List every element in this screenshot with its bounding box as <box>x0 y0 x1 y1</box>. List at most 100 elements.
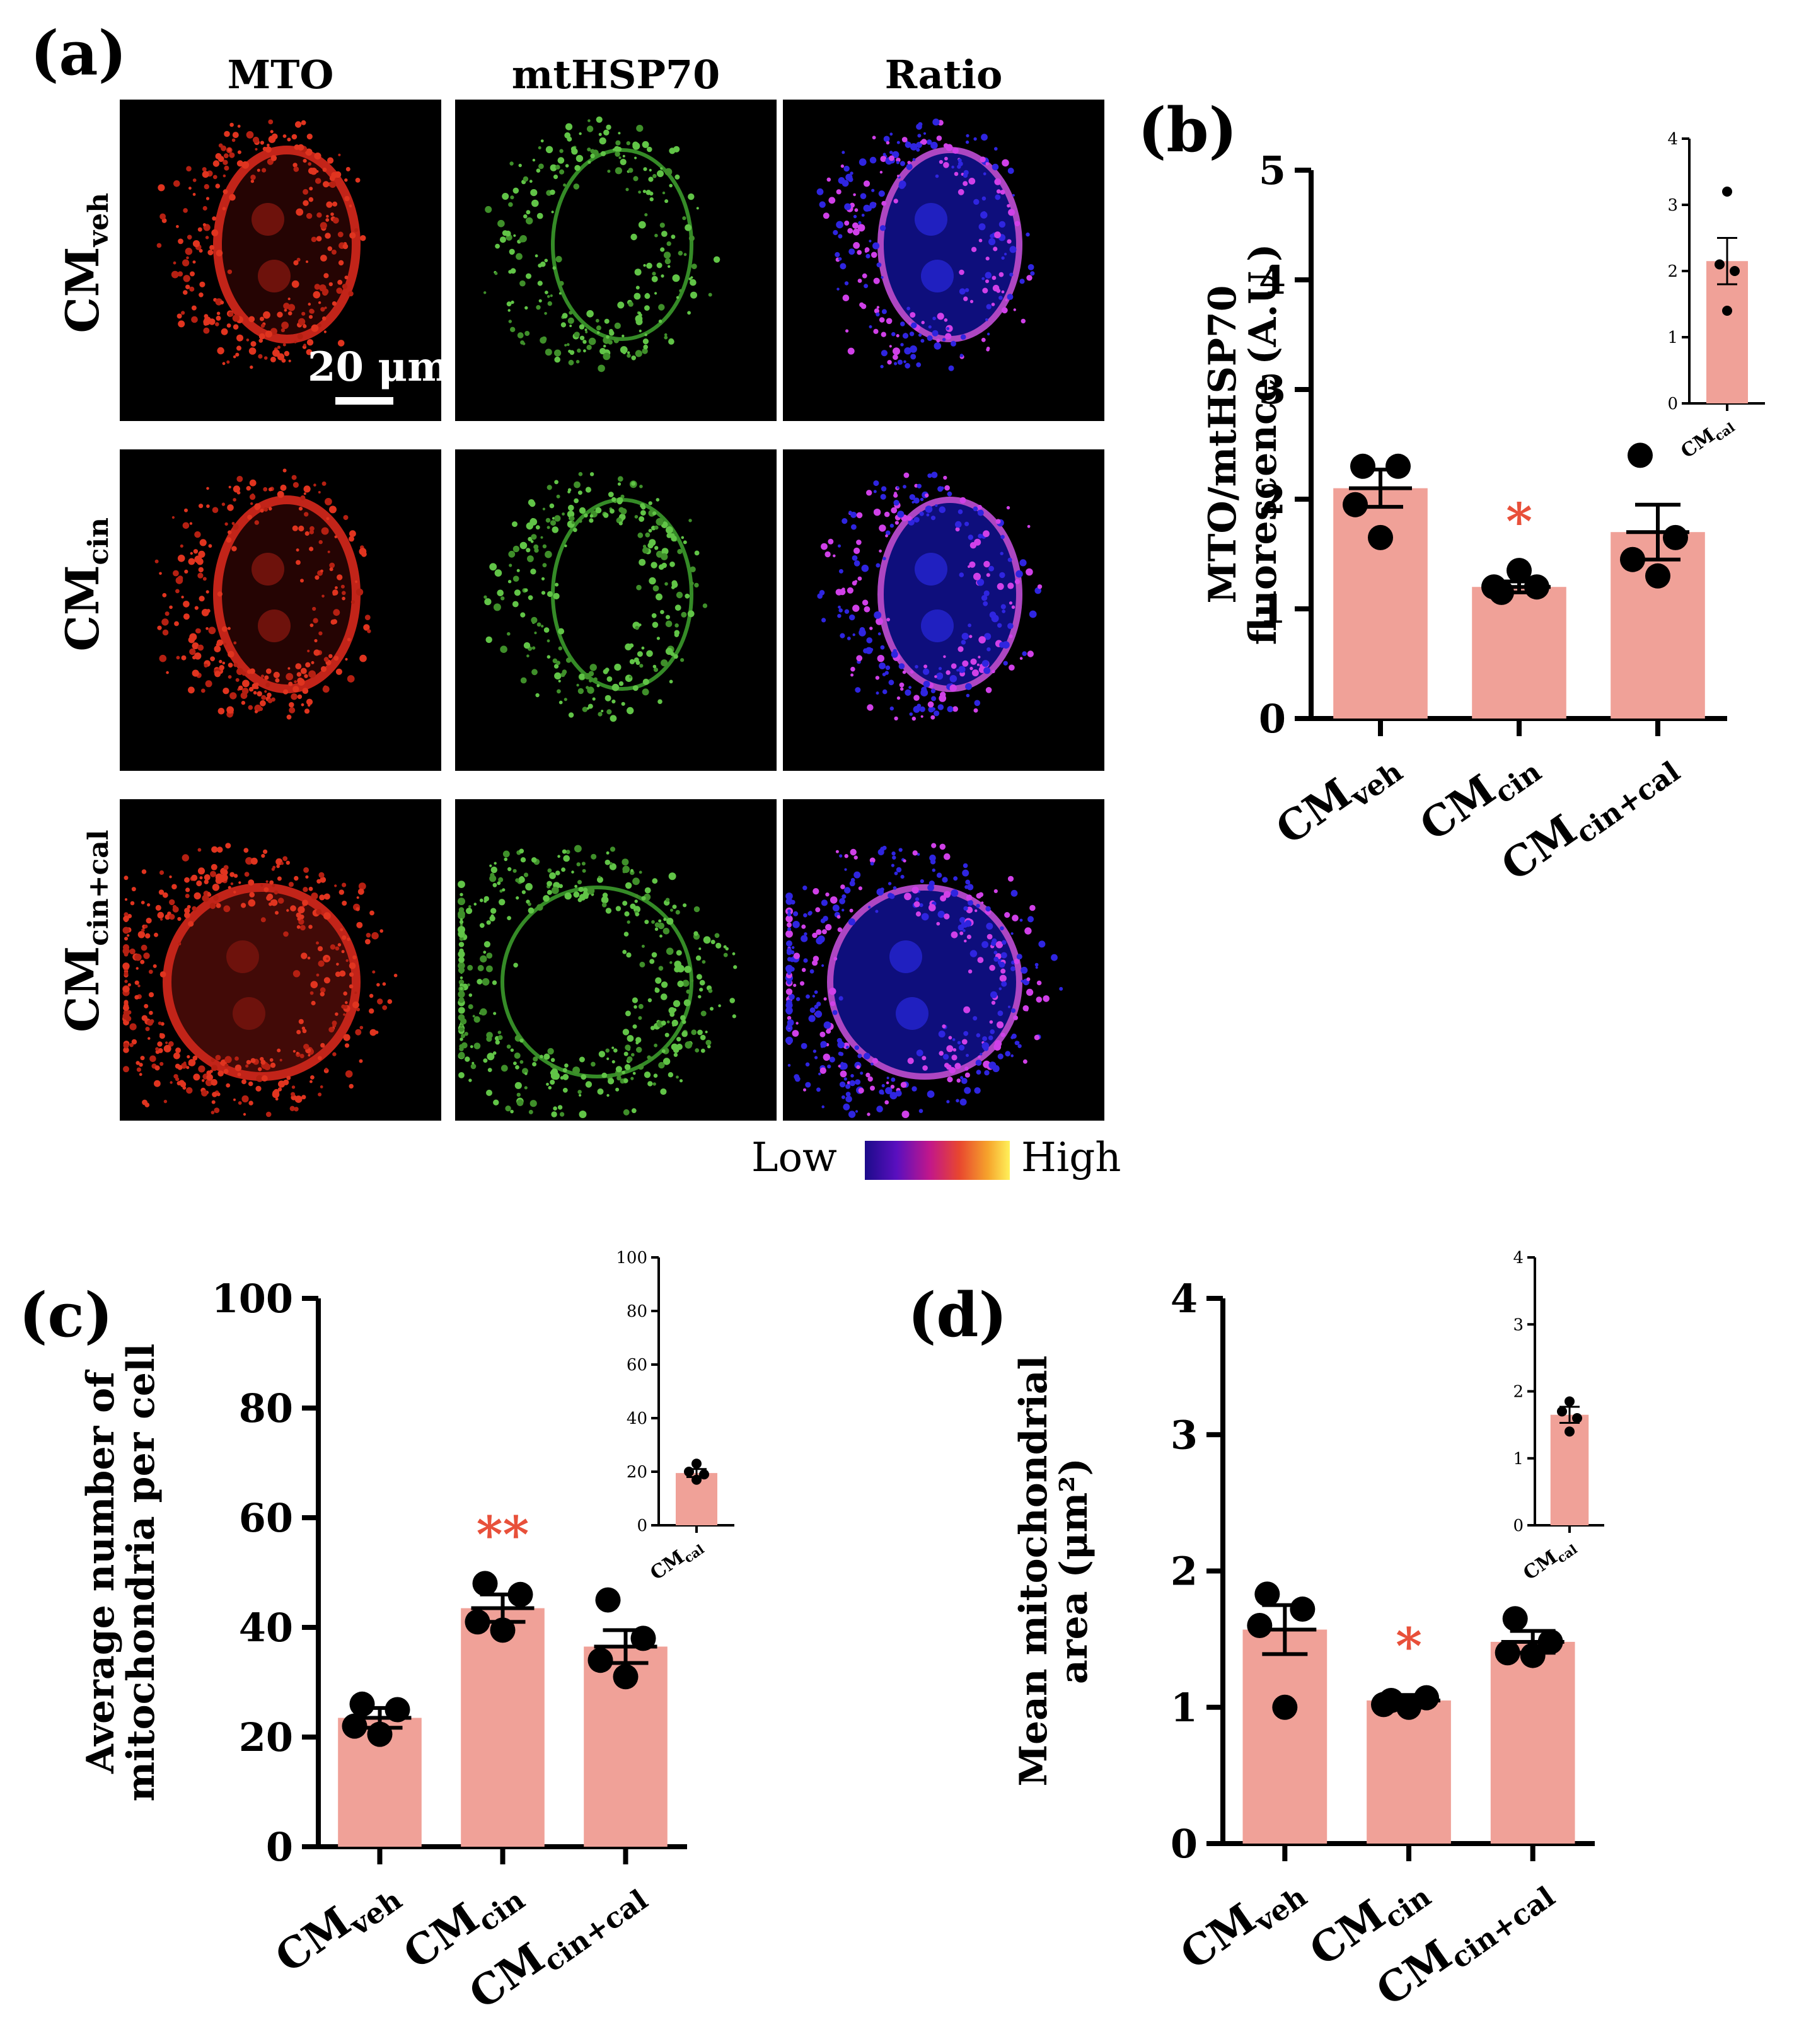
inset-x-tick-label: CMcal <box>1677 412 1737 465</box>
inset-x-tick-label: CMcal <box>1519 1534 1580 1587</box>
y-tick-label: 60 <box>239 1495 293 1541</box>
inset-y-tick-label: 20 <box>627 1463 647 1482</box>
data-point <box>1368 524 1393 550</box>
y-tick-label: 4 <box>1171 1276 1198 1322</box>
y-tick-label: 100 <box>212 1276 293 1322</box>
inset-chart: 0 1 2 3 4 CMcal <box>1513 1249 1604 1587</box>
row-label-cin-cal: CMcin+cal <box>55 829 115 1032</box>
data-point <box>1537 1629 1563 1654</box>
bar-2 <box>1367 1700 1451 1844</box>
x-tick-label-1: CMveh <box>1171 1862 1313 1984</box>
y-tick-label: 20 <box>239 1714 293 1760</box>
data-point <box>613 1664 639 1690</box>
data-point <box>490 1617 516 1643</box>
y-tick-label: 40 <box>239 1605 293 1651</box>
panel-c-letter: (c) <box>19 1279 113 1351</box>
data-point <box>1290 1597 1316 1622</box>
data-point <box>367 1721 393 1747</box>
colorbar-low-label: Low <box>751 1135 837 1181</box>
panel-a-letter: (a) <box>30 18 127 89</box>
y-tick-label: 1 <box>1259 586 1286 632</box>
micrograph-cin-cal-mto <box>120 799 441 1121</box>
data-point <box>349 1691 375 1717</box>
data-point <box>1663 524 1688 550</box>
inset-y-tick-label: 100 <box>616 1249 647 1267</box>
data-point <box>1396 1694 1421 1720</box>
panel-d-letter: (d) <box>908 1279 1007 1351</box>
micrograph-cin-cal-ratio <box>783 799 1104 1121</box>
data-point <box>1628 442 1653 468</box>
inset-y-tick-label: 40 <box>627 1409 647 1428</box>
data-point <box>1645 563 1670 589</box>
scale-bar <box>335 397 393 405</box>
column-title-ratio: Ratio <box>884 52 1003 98</box>
data-point <box>1495 1640 1520 1666</box>
bar-1 <box>1333 488 1428 719</box>
inset-y-tick-label: 1 <box>1667 328 1678 347</box>
data-point <box>1343 492 1368 517</box>
data-point <box>1350 453 1375 479</box>
data-point <box>465 1609 490 1635</box>
bar-1 <box>1242 1629 1328 1844</box>
inset-data-point <box>1722 187 1732 197</box>
data-point <box>1502 1606 1528 1632</box>
y-tick-label: 80 <box>239 1385 293 1431</box>
data-point <box>385 1697 410 1723</box>
significance-marker: * <box>1396 1616 1422 1675</box>
inset-data-point <box>1715 259 1725 270</box>
data-point <box>507 1581 533 1607</box>
inset-data-point <box>1722 306 1732 316</box>
data-point <box>587 1648 613 1673</box>
inset-data-point <box>699 1469 709 1480</box>
inset-chart: 0 1 2 3 4 CMcal <box>1667 130 1765 465</box>
micrograph-veh-mthsp70 <box>455 100 777 421</box>
y-tick-label: 0 <box>1259 696 1286 742</box>
y-tick-label: 1 <box>1171 1685 1198 1731</box>
micrograph-veh-mto <box>120 100 441 421</box>
x-tick-label-1: CMveh <box>1267 737 1409 859</box>
y-axis-label-2: mitochondria per cell <box>119 1344 163 1802</box>
inset-data-point <box>1557 1406 1567 1417</box>
data-point <box>1520 1643 1546 1668</box>
inset-data-point <box>684 1467 694 1477</box>
y-axis-label-1: Mean mitochondrial <box>1012 1356 1056 1787</box>
inset-data-point <box>1565 1426 1575 1437</box>
x-tick-label-3: CMcin+cal <box>1367 1862 1561 2021</box>
y-axis-label-1: Average number of <box>79 1369 123 1774</box>
panel-b-letter: (b) <box>1138 95 1237 166</box>
x-tick-label-3: CMcin+cal <box>460 1865 654 2024</box>
data-point <box>472 1571 498 1597</box>
bar-2 <box>1472 587 1566 719</box>
y-tick-label: 0 <box>1171 1821 1198 1867</box>
inset-y-tick-label: 3 <box>1667 196 1678 215</box>
scale-bar-label: 20 μm <box>308 344 450 391</box>
micrograph-cin-cal-mthsp70 <box>455 799 777 1121</box>
data-point <box>1524 574 1549 600</box>
data-point <box>1385 453 1411 479</box>
y-tick-label: 3 <box>1259 367 1286 413</box>
y-axis-label-2: area (μm²) <box>1052 1458 1096 1684</box>
bar-2 <box>461 1608 545 1847</box>
inset-x-tick-label: CMcal <box>646 1534 707 1587</box>
y-tick-label: 4 <box>1259 257 1286 303</box>
column-title-mthsp70: mtHSP70 <box>511 52 720 98</box>
bar-3 <box>1490 1641 1575 1844</box>
inset-y-tick-label: 80 <box>627 1302 647 1321</box>
inset-data-point <box>691 1474 702 1485</box>
y-tick-label: 2 <box>1171 1549 1198 1595</box>
data-point <box>595 1587 621 1613</box>
inset-data-point <box>1572 1413 1582 1423</box>
inset-y-tick-label: 0 <box>1667 395 1678 413</box>
row-label-cin: CMcin <box>55 517 115 652</box>
data-point <box>1507 558 1532 584</box>
inset-y-tick-label: 0 <box>637 1516 647 1535</box>
inset-data-point <box>691 1458 702 1469</box>
data-point <box>1620 546 1645 572</box>
y-axis-label-2: fluorescence (A.U.) <box>1241 244 1285 645</box>
data-point <box>1247 1613 1273 1638</box>
data-point <box>1371 1692 1396 1718</box>
x-tick-label-1: CMveh <box>267 1865 408 1987</box>
